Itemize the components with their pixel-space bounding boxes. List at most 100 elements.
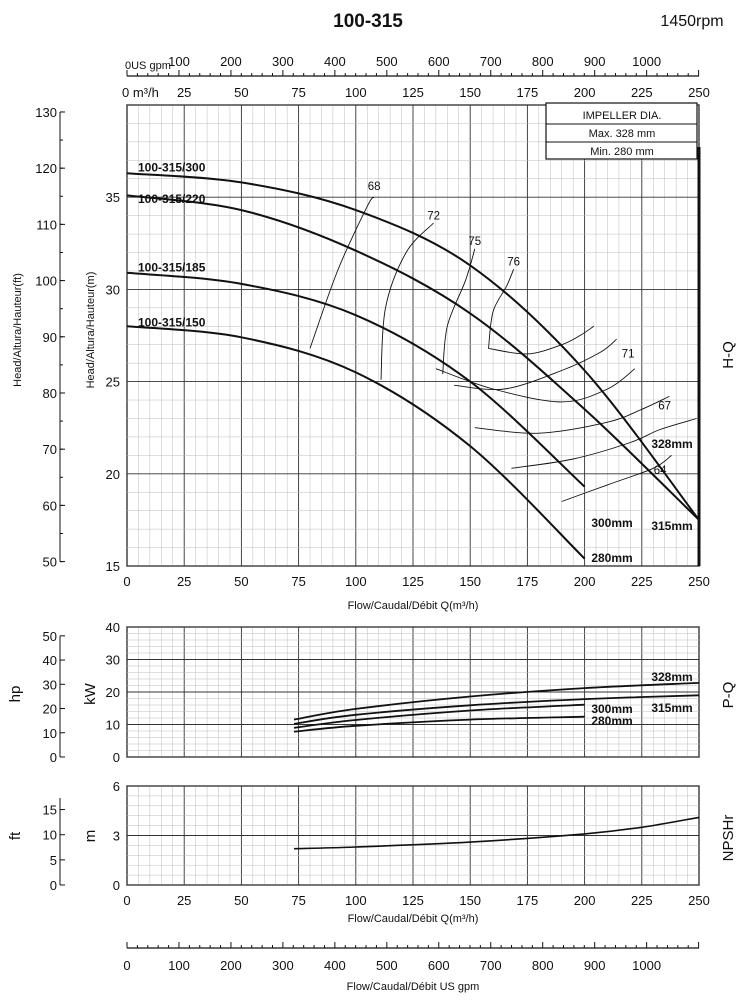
bottom-usgpm-tick-label: 0	[123, 958, 130, 973]
efficiency-label: 71	[622, 349, 635, 361]
npsh-ft-tick-label: 5	[50, 853, 57, 868]
efficiency-label: 72	[427, 210, 440, 222]
pq-hp-tick-label: 10	[43, 726, 57, 741]
hq-curve-315mm	[126, 194, 700, 521]
top-usgpm-tick-label: 900	[584, 54, 606, 69]
hq-ft-tick-label: 50	[43, 555, 57, 570]
efficiency-label: 67	[658, 400, 671, 412]
pq-curve-300mm	[293, 703, 585, 729]
top-usgpm-tick-label: 300	[272, 54, 294, 69]
impeller-box: IMPELLER DIA. Max. 328 mm Min. 280 mm	[545, 102, 698, 160]
npsh-x-tick-label: 0	[123, 893, 130, 908]
pq-diameter-label: 328mm	[651, 670, 692, 684]
speed-label: 1450rpm	[660, 13, 723, 30]
top-usgpm-zero-label: 0US gpm	[125, 60, 171, 72]
hq-ft-tick-label: 90	[43, 330, 57, 345]
bottom-usgpm-tick-label: 700	[480, 958, 502, 973]
bottom-usgpm-tick-label: 600	[428, 958, 450, 973]
hq-ft-tick-label: 130	[35, 105, 57, 120]
bottom-usgpm-tick-label: 900	[584, 958, 606, 973]
npsh-x-tick-label: 200	[574, 893, 596, 908]
top-m3h-zero-label: 0 m³/h	[122, 85, 159, 100]
npsh-ft-tick-label: 15	[43, 803, 57, 818]
hq-x-tick-label: 25	[177, 574, 191, 589]
bottom-usgpm-tick-label: 400	[324, 958, 346, 973]
npsh-ft-tick-label: 0	[50, 878, 57, 893]
pq-hp-tick-label: 40	[43, 653, 57, 668]
top-usgpm-tick-label: 700	[480, 54, 502, 69]
hq-x-tick-label: 225	[631, 574, 653, 589]
hq-x-tick-label: 150	[459, 574, 481, 589]
top-m3h-tick-label: 150	[459, 85, 481, 100]
efficiency-line	[442, 248, 476, 375]
pq-y-axis-label-hp: hp	[7, 686, 24, 703]
pq-curve-328mm	[293, 682, 700, 721]
bottom-usgpm-tick-label: 100	[168, 958, 190, 973]
hq-ft-tick-label: 80	[43, 386, 57, 401]
efficiency-line	[309, 196, 375, 349]
curves-layer	[126, 172, 700, 850]
pq-curve-315mm	[293, 694, 700, 725]
pq-diameter-label: 280mm	[591, 714, 632, 728]
npsh-x-tick-label: 100	[345, 893, 367, 908]
hq-x-tick-label: 125	[402, 574, 424, 589]
hq-diameter-label: 328mm	[651, 437, 692, 451]
hq-ft-tick-label: 60	[43, 498, 57, 513]
pq-diameter-label: 315mm	[651, 701, 692, 715]
pq-kw-tick-label: 0	[113, 750, 120, 765]
top-m3h-tick-label: 175	[517, 85, 539, 100]
hq-diameter-label: 315mm	[651, 519, 692, 533]
hq-x-tick-label: 250	[688, 574, 710, 589]
pq-hp-tick-label: 20	[43, 702, 57, 717]
model-title: 100-315	[333, 11, 403, 32]
npsh-x-tick-label: 50	[234, 893, 248, 908]
pq-side-label: P-Q	[720, 682, 737, 709]
efficiency-line	[488, 325, 595, 355]
hq-x-axis-label: Flow/Caudal/Débit Q(m³/h)	[348, 600, 479, 612]
top-usgpm-tick-label: 500	[376, 54, 398, 69]
bottom-usgpm-tick-label: 200	[220, 958, 242, 973]
npsh-ft-tick-label: 10	[43, 828, 57, 843]
bottom-usgpm-tick-label: 300	[272, 958, 294, 973]
efficiency-line	[511, 418, 697, 469]
hq-diameter-label: 280mm	[591, 551, 632, 565]
pq-diameter-label: 300mm	[591, 702, 632, 716]
pq-kw-tick-label: 30	[106, 653, 120, 668]
efficiency-label: 76	[507, 256, 520, 268]
npsh-x-axis-label: Flow/Caudal/Débit Q(m³/h)	[348, 913, 479, 925]
impeller-box-title: IMPELLER DIA.	[583, 110, 662, 122]
top-m3h-tick-label: 125	[402, 85, 424, 100]
top-m3h-tick-label: 100	[345, 85, 367, 100]
hq-curve-model-label: 100-315/220	[138, 192, 206, 206]
pq-hp-tick-label: 0	[50, 750, 57, 765]
top-usgpm-tick-label: 400	[324, 54, 346, 69]
efficiency-line	[454, 338, 617, 391]
efficiency-line	[474, 395, 670, 434]
impeller-box-min: Min. 280 mm	[590, 146, 654, 158]
top-m3h-tick-label: 25	[177, 85, 191, 100]
npsh-side-label: NPSHr	[720, 815, 737, 862]
pq-hp-tick-label: 30	[43, 677, 57, 692]
bottom-usgpm-tick-label: 1000	[632, 958, 661, 973]
npsh-y-axis-label-m: m	[82, 830, 99, 843]
efficiency-line	[488, 268, 515, 349]
top-m3h-tick-label: 75	[291, 85, 305, 100]
npsh-m-tick-label: 6	[113, 779, 120, 794]
bottom-usgpm-tick-label: 800	[532, 958, 554, 973]
hq-y-tick-label: 15	[106, 559, 120, 574]
top-usgpm-tick-label: 100	[168, 54, 190, 69]
efficiency-line	[435, 368, 636, 403]
npsh-x-tick-label: 250	[688, 893, 710, 908]
top-m3h-tick-label: 250	[688, 85, 710, 100]
hq-x-tick-label: 50	[234, 574, 248, 589]
hq-curve-model-label: 100-315/185	[138, 260, 206, 274]
pq-hp-tick-label: 50	[43, 629, 57, 644]
axes-layer	[59, 70, 701, 949]
grid-layer	[126, 104, 700, 886]
hq-y-tick-label: 30	[106, 282, 120, 297]
hq-y-tick-label: 35	[106, 190, 120, 205]
top-m3h-tick-label: 200	[574, 85, 596, 100]
npsh-curve	[293, 816, 700, 850]
top-usgpm-tick-label: 1000	[632, 54, 661, 69]
hq-x-tick-label: 0	[123, 574, 130, 589]
